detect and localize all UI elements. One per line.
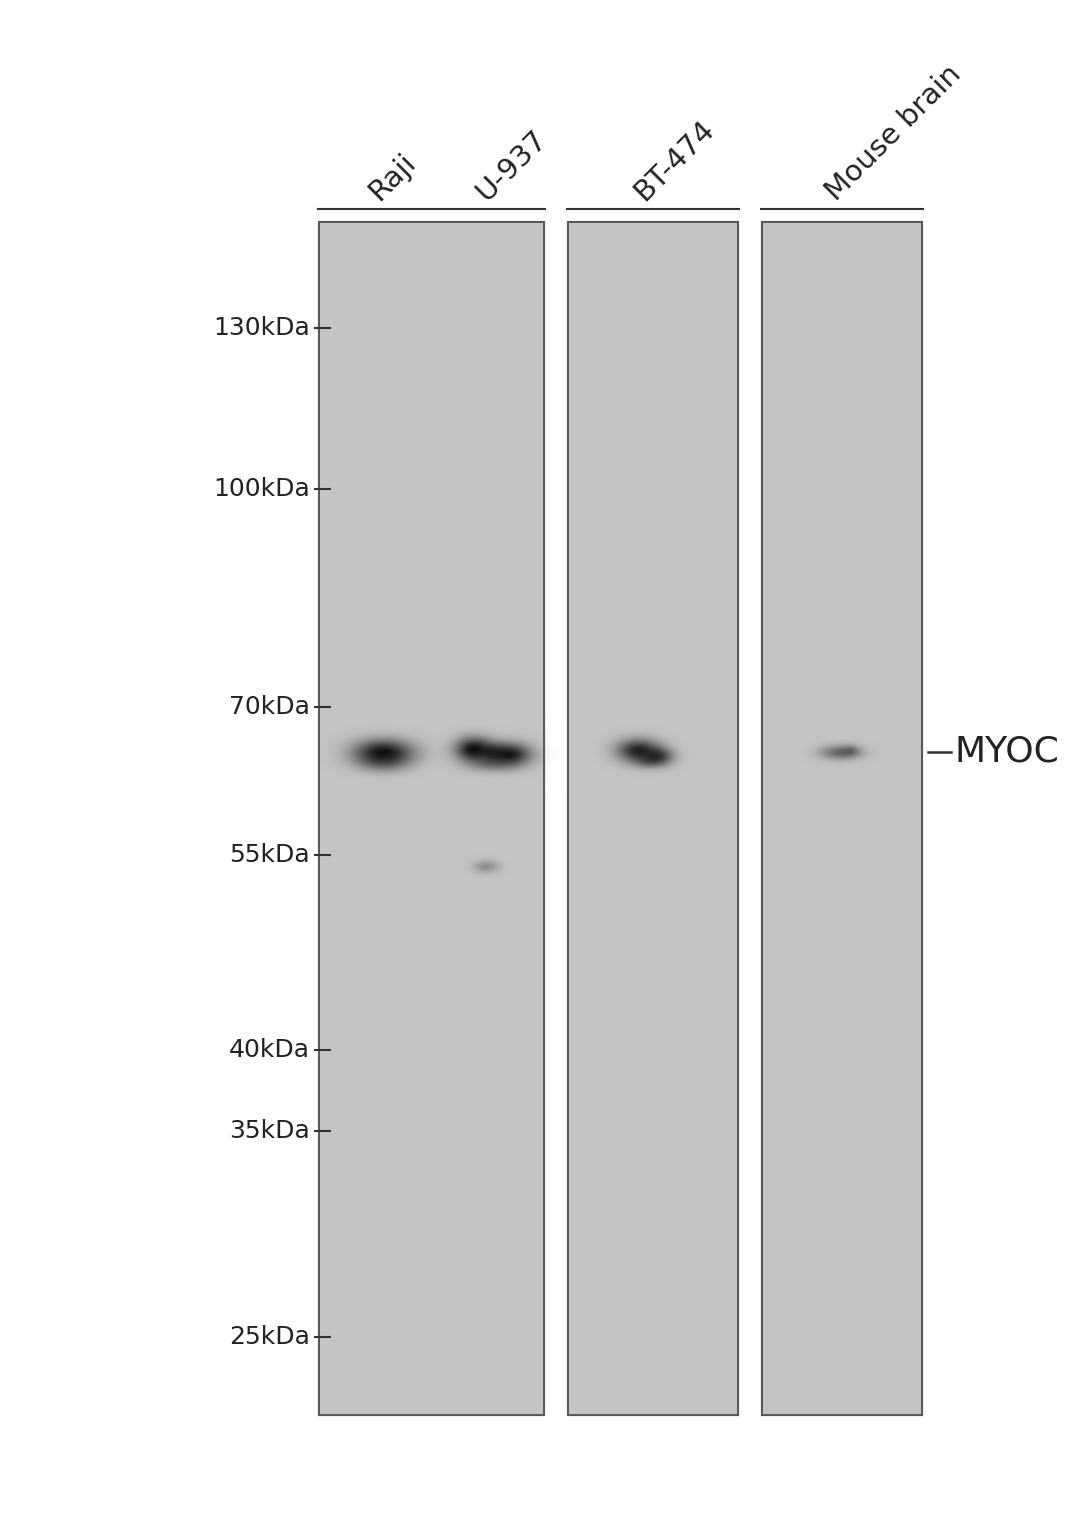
Text: Mouse brain: Mouse brain — [820, 60, 967, 207]
Text: BT-474: BT-474 — [629, 115, 719, 207]
Text: 35kDa: 35kDa — [229, 1119, 310, 1144]
Text: 25kDa: 25kDa — [229, 1324, 310, 1349]
Text: 40kDa: 40kDa — [229, 1038, 310, 1063]
Text: Raji: Raji — [363, 149, 421, 207]
Text: 100kDa: 100kDa — [213, 478, 310, 501]
Text: U-937: U-937 — [471, 124, 553, 207]
Text: MYOC: MYOC — [955, 735, 1059, 769]
Text: 55kDa: 55kDa — [229, 844, 310, 867]
Text: 130kDa: 130kDa — [213, 315, 310, 340]
Text: 70kDa: 70kDa — [229, 695, 310, 720]
